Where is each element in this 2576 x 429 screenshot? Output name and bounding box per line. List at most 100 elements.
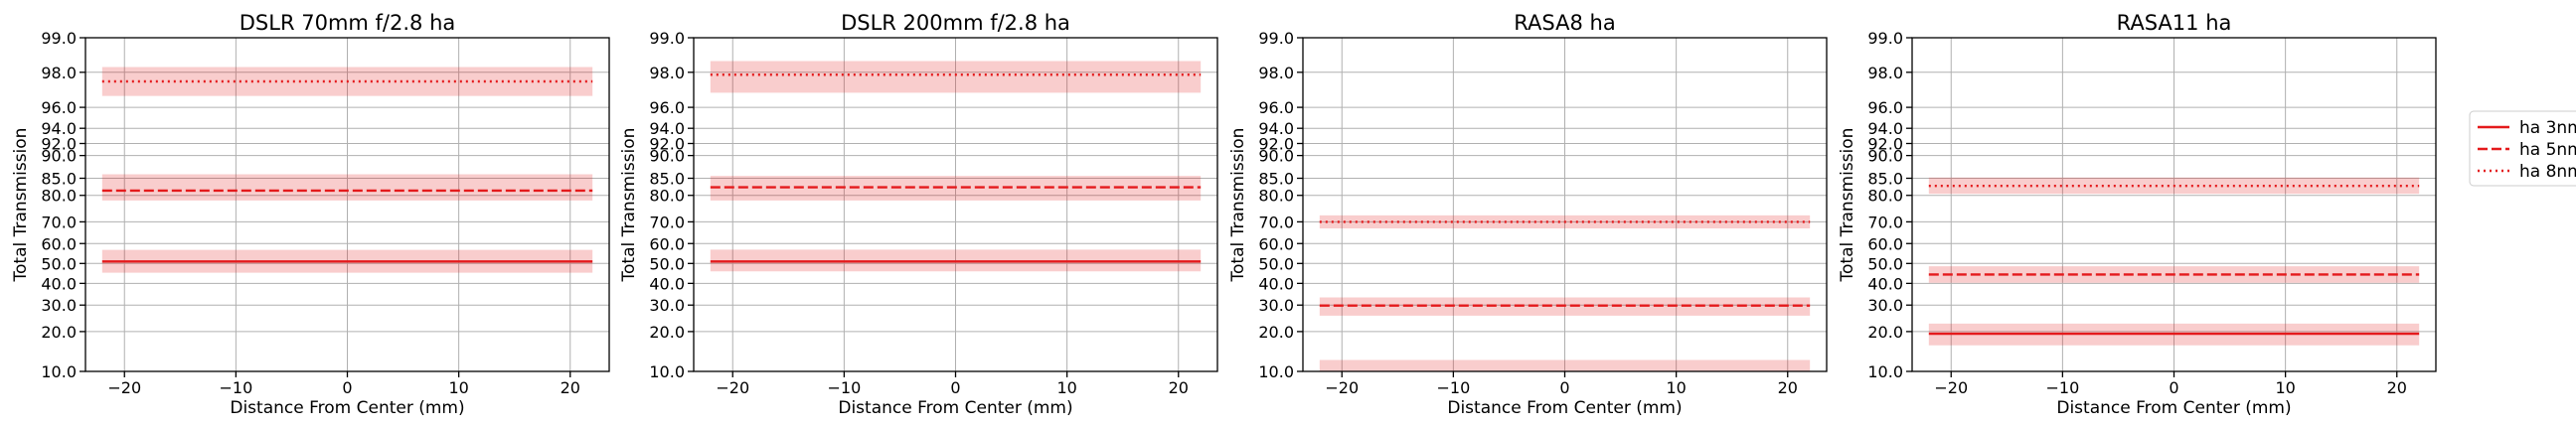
x-tick-label: 20 bbox=[1169, 378, 1189, 397]
y-tick-label: 94.0 bbox=[649, 119, 685, 138]
y-tick-label: 70.0 bbox=[649, 213, 685, 231]
axes-frame bbox=[1302, 37, 1828, 372]
y-tick-label: 96.0 bbox=[41, 98, 77, 117]
y-tick-label: 90.0 bbox=[649, 147, 685, 166]
x-tick-label: 10 bbox=[448, 378, 468, 397]
y-tick-label: 50.0 bbox=[1258, 254, 1294, 273]
plot-area bbox=[101, 67, 593, 273]
y-tick-label: 10.0 bbox=[649, 362, 685, 381]
y-tick-label: 10.0 bbox=[1258, 362, 1294, 381]
y-tick-label: 99.0 bbox=[1867, 29, 1903, 48]
y-tick-label: 70.0 bbox=[41, 213, 77, 231]
y-tick-label: 85.0 bbox=[41, 170, 77, 189]
x-tick-label: 20 bbox=[2387, 378, 2407, 397]
y-tick-label: 99.0 bbox=[1258, 29, 1294, 48]
subplot-title: RASA11 ha bbox=[2117, 11, 2232, 35]
y-tick-label: 10.0 bbox=[1867, 362, 1903, 381]
error-band bbox=[101, 174, 593, 201]
subplot-title: DSLR 200mm f/2.8 ha bbox=[841, 11, 1070, 35]
x-tick-label: −10 bbox=[2045, 378, 2079, 397]
y-tick-label: 92.0 bbox=[1258, 134, 1294, 153]
y-tick-label: 20.0 bbox=[1258, 323, 1294, 342]
x-tick-label: −20 bbox=[716, 378, 749, 397]
x-axis-label: Distance From Center (mm) bbox=[838, 398, 1072, 418]
y-tick-label: 50.0 bbox=[649, 254, 685, 273]
x-tick-label: 0 bbox=[1559, 378, 1569, 397]
y-tick-label: 80.0 bbox=[41, 187, 77, 206]
legend-box bbox=[2469, 110, 2576, 187]
y-tick-label: 98.0 bbox=[1867, 64, 1903, 82]
legend-label: ha 3nm bbox=[2519, 118, 2576, 138]
x-tick-label: −10 bbox=[827, 378, 861, 397]
y-tick-label: 90.0 bbox=[41, 147, 77, 166]
y-tick-label: 60.0 bbox=[649, 234, 685, 253]
y-tick-label: 80.0 bbox=[649, 187, 685, 206]
plot-area bbox=[710, 61, 1202, 272]
y-tick-label: 94.0 bbox=[1258, 119, 1294, 138]
subplot: −20 −10 0 10 20 10.0 20.0 30.0 40.050.060.0 70.0 8… bbox=[619, 11, 1218, 418]
y-tick-label: 60.0 bbox=[1258, 234, 1294, 253]
y-tick-label: 40.0 bbox=[41, 274, 77, 293]
y-tick-label: 85.0 bbox=[1258, 170, 1294, 189]
y-tick-label: 20.0 bbox=[41, 323, 77, 342]
y-tick-label: 98.0 bbox=[649, 64, 685, 82]
y-tick-label: 70.0 bbox=[1258, 213, 1294, 231]
legend-label: ha 5nm bbox=[2519, 140, 2576, 160]
y-tick-label: 30.0 bbox=[649, 296, 685, 315]
y-tick-label: 60.0 bbox=[41, 234, 77, 253]
x-tick-label: −10 bbox=[1436, 378, 1470, 397]
y-tick-label: 40.0 bbox=[649, 274, 685, 293]
x-tick-label: 10 bbox=[1056, 378, 1076, 397]
y-tick-label: 94.0 bbox=[1867, 119, 1903, 138]
x-tick-label: 0 bbox=[950, 378, 960, 397]
plot-area bbox=[1928, 177, 2420, 346]
y-tick-label: 80.0 bbox=[1867, 187, 1903, 206]
y-axis-label: Total Transmission bbox=[1228, 128, 1248, 283]
y-tick-label: 96.0 bbox=[649, 98, 685, 117]
y-tick-label: 30.0 bbox=[41, 296, 77, 315]
axes-frame bbox=[1911, 37, 2437, 372]
y-tick-label: 85.0 bbox=[1867, 170, 1903, 189]
x-tick-label: −10 bbox=[219, 378, 252, 397]
y-tick-label: 85.0 bbox=[649, 170, 685, 189]
subplot: −20 −10 0 10 20 10.0 20.0 30.0 40.050.060.0 70.0 8… bbox=[11, 11, 610, 418]
x-tick-label: 0 bbox=[2169, 378, 2178, 397]
subplot-title: DSLR 70mm f/2.8 ha bbox=[240, 11, 456, 35]
y-tick-label: 40.0 bbox=[1867, 274, 1903, 293]
y-axis-label: Total Transmission bbox=[11, 128, 31, 283]
axes-frame bbox=[693, 37, 1218, 372]
x-tick-label: −20 bbox=[107, 378, 141, 397]
x-tick-label: 10 bbox=[2275, 378, 2295, 397]
subplot: −20 −10 0 10 20 10.0 20.0 30.0 40.050.060.0 70.0 8… bbox=[1838, 11, 2437, 418]
y-tick-label: 92.0 bbox=[1867, 134, 1903, 153]
y-tick-label: 96.0 bbox=[1258, 98, 1294, 117]
y-tick-label: 50.0 bbox=[1867, 254, 1903, 273]
x-axis-label: Distance From Center (mm) bbox=[2056, 398, 2291, 418]
subplot-title: RASA8 ha bbox=[1514, 11, 1615, 35]
y-tick-label: 80.0 bbox=[1258, 187, 1294, 206]
x-axis-label: Distance From Center (mm) bbox=[1447, 398, 1682, 418]
axes-frame bbox=[84, 37, 610, 372]
y-tick-label: 98.0 bbox=[1258, 64, 1294, 82]
subplot: −20 −10 0 10 20 10.0 20.0 30.0 40.050.060.0 70.0 8… bbox=[1228, 11, 1828, 418]
x-tick-label: −20 bbox=[1934, 378, 1968, 397]
y-tick-label: 50.0 bbox=[41, 254, 77, 273]
y-tick-label: 40.0 bbox=[1258, 274, 1294, 293]
legend-label: ha 8nm bbox=[2519, 162, 2576, 182]
y-axis-label: Total Transmission bbox=[1838, 128, 1857, 283]
y-tick-label: 20.0 bbox=[649, 323, 685, 342]
y-tick-label: 96.0 bbox=[1867, 98, 1903, 117]
x-tick-label: 20 bbox=[561, 378, 580, 397]
y-tick-label: 70.0 bbox=[1867, 213, 1903, 231]
error-band bbox=[710, 61, 1202, 93]
y-tick-label: 92.0 bbox=[649, 134, 685, 153]
x-axis-label: Distance From Center (mm) bbox=[230, 398, 464, 418]
y-tick-label: 98.0 bbox=[41, 64, 77, 82]
y-tick-label: 94.0 bbox=[41, 119, 77, 138]
y-tick-label: 20.0 bbox=[1867, 323, 1903, 342]
y-tick-label: 99.0 bbox=[41, 29, 77, 48]
x-tick-label: −20 bbox=[1325, 378, 1359, 397]
x-tick-label: 0 bbox=[342, 378, 352, 397]
